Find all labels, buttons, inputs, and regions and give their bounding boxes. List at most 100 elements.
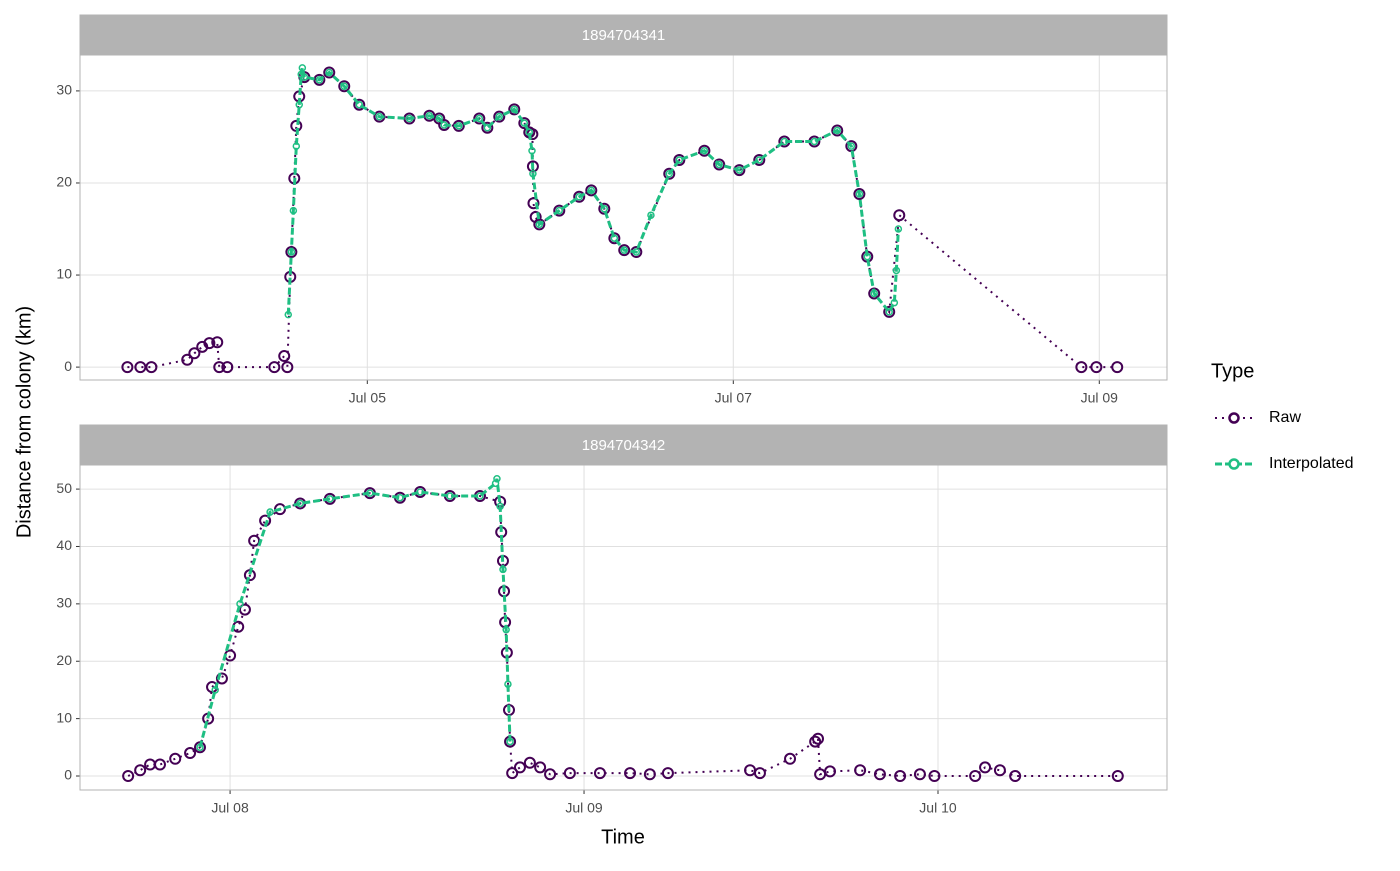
point <box>281 361 294 374</box>
point <box>585 184 598 197</box>
point <box>600 205 609 213</box>
point <box>575 193 583 201</box>
y-tick-label: 50 <box>56 480 72 496</box>
point <box>632 248 641 256</box>
point <box>506 737 514 746</box>
point <box>1111 769 1124 782</box>
point <box>496 502 504 511</box>
y-axis-label: Distance from colony (km) <box>13 306 35 538</box>
x-tick-label: Jul 05 <box>349 390 387 406</box>
point <box>1090 361 1103 374</box>
point <box>405 114 414 123</box>
y-tick-label: 0 <box>64 358 72 374</box>
point <box>890 298 899 307</box>
point <box>555 206 564 215</box>
point <box>455 122 463 130</box>
point <box>873 768 886 781</box>
point <box>495 112 503 121</box>
strip <box>79 424 1168 466</box>
point <box>608 232 621 245</box>
point <box>870 289 878 298</box>
point <box>894 769 907 782</box>
point <box>533 218 546 231</box>
point <box>285 246 298 259</box>
y-tick-label: 40 <box>56 537 72 553</box>
point <box>493 475 501 483</box>
strip <box>79 14 1168 56</box>
point <box>620 246 628 254</box>
series-line <box>127 490 1118 778</box>
point <box>338 80 351 93</box>
point <box>213 361 226 374</box>
point <box>855 190 864 198</box>
point <box>809 735 822 748</box>
point <box>928 769 941 782</box>
point <box>647 211 655 219</box>
point <box>425 112 434 120</box>
point <box>643 768 656 781</box>
point <box>221 361 234 374</box>
plot-area <box>121 64 1124 374</box>
point <box>753 153 766 166</box>
point <box>502 625 510 634</box>
point <box>993 764 1006 777</box>
point <box>847 142 856 150</box>
point <box>892 266 901 275</box>
point <box>715 160 723 169</box>
point <box>440 121 448 129</box>
point <box>491 479 500 488</box>
point <box>325 68 333 77</box>
point <box>913 768 926 781</box>
point <box>529 170 537 178</box>
point <box>587 186 596 195</box>
point <box>278 350 291 363</box>
point <box>284 310 293 319</box>
point <box>833 126 841 135</box>
point <box>296 499 304 508</box>
strip-title: 1894704341 <box>582 27 665 44</box>
point <box>295 100 303 109</box>
point <box>355 100 364 109</box>
point <box>196 743 204 752</box>
point <box>665 170 673 178</box>
point <box>1009 769 1022 782</box>
point <box>527 197 540 210</box>
legend-swatch <box>1228 412 1240 424</box>
point <box>675 156 684 164</box>
point <box>396 493 404 502</box>
point <box>181 353 194 366</box>
x-tick-label: Jul 09 <box>1081 390 1119 406</box>
series-line <box>286 67 900 315</box>
point <box>375 112 384 121</box>
point <box>863 252 872 261</box>
point <box>326 495 334 503</box>
point <box>215 672 228 685</box>
point <box>513 761 526 774</box>
point <box>824 765 837 778</box>
point <box>831 124 844 137</box>
strip-title: 1894704342 <box>582 437 665 454</box>
point <box>810 137 819 146</box>
point <box>476 492 484 500</box>
point <box>883 305 896 318</box>
point <box>610 234 619 242</box>
plot-area <box>122 475 1124 782</box>
point <box>700 147 709 155</box>
point <box>735 166 744 174</box>
series-line <box>198 478 512 748</box>
point <box>784 752 797 765</box>
point <box>525 128 534 137</box>
x-axis-label: Time <box>601 826 645 848</box>
point <box>353 98 366 111</box>
point <box>853 188 866 201</box>
point <box>520 119 529 127</box>
point <box>854 764 867 777</box>
panel <box>80 55 1167 380</box>
point <box>446 492 454 500</box>
y-tick-label: 20 <box>56 174 72 190</box>
point <box>894 225 903 233</box>
point <box>298 64 307 72</box>
point <box>544 768 557 781</box>
point <box>323 66 336 79</box>
y-tick-label: 20 <box>56 652 72 668</box>
